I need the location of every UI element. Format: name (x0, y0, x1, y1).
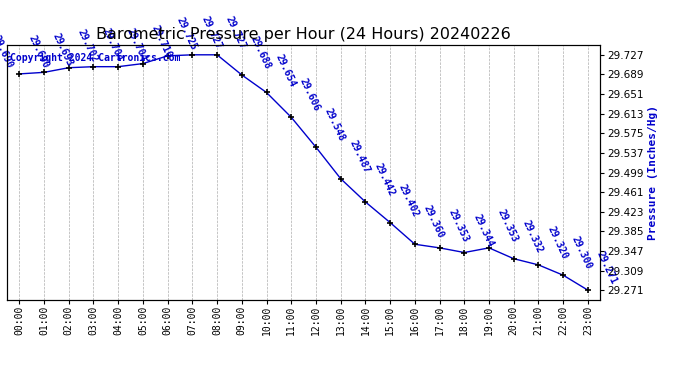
Text: 29.353: 29.353 (496, 207, 520, 244)
Text: 29.710: 29.710 (150, 23, 174, 59)
Text: 29.300: 29.300 (570, 235, 594, 271)
Text: 29.725: 29.725 (175, 15, 199, 52)
Text: 29.271: 29.271 (595, 250, 619, 286)
Text: 29.727: 29.727 (224, 15, 248, 51)
Text: 29.487: 29.487 (348, 138, 372, 174)
Title: Barometric Pressure per Hour (24 Hours) 20240226: Barometric Pressure per Hour (24 Hours) … (96, 27, 511, 42)
Text: 29.344: 29.344 (471, 212, 495, 248)
Text: 29.704: 29.704 (100, 26, 124, 63)
Text: 29.688: 29.688 (248, 34, 273, 71)
Text: Copyright 2024 Cartronics.com: Copyright 2024 Cartronics.com (10, 53, 180, 63)
Y-axis label: Pressure (Inches/Hg): Pressure (Inches/Hg) (648, 105, 658, 240)
Text: 29.690: 29.690 (0, 34, 15, 70)
Text: 29.704: 29.704 (125, 26, 149, 63)
Text: 29.727: 29.727 (199, 15, 224, 51)
Text: 29.353: 29.353 (446, 207, 471, 244)
Text: 29.654: 29.654 (273, 52, 297, 88)
Text: 29.402: 29.402 (397, 182, 421, 218)
Text: 29.548: 29.548 (323, 107, 347, 143)
Text: 29.702: 29.702 (76, 27, 99, 63)
Text: 29.442: 29.442 (373, 162, 396, 198)
Text: 29.360: 29.360 (422, 204, 446, 240)
Text: 29.690: 29.690 (26, 34, 50, 70)
Text: 29.693: 29.693 (51, 32, 75, 68)
Text: 29.606: 29.606 (298, 77, 322, 113)
Text: 29.320: 29.320 (545, 225, 569, 261)
Text: 29.332: 29.332 (521, 218, 544, 255)
